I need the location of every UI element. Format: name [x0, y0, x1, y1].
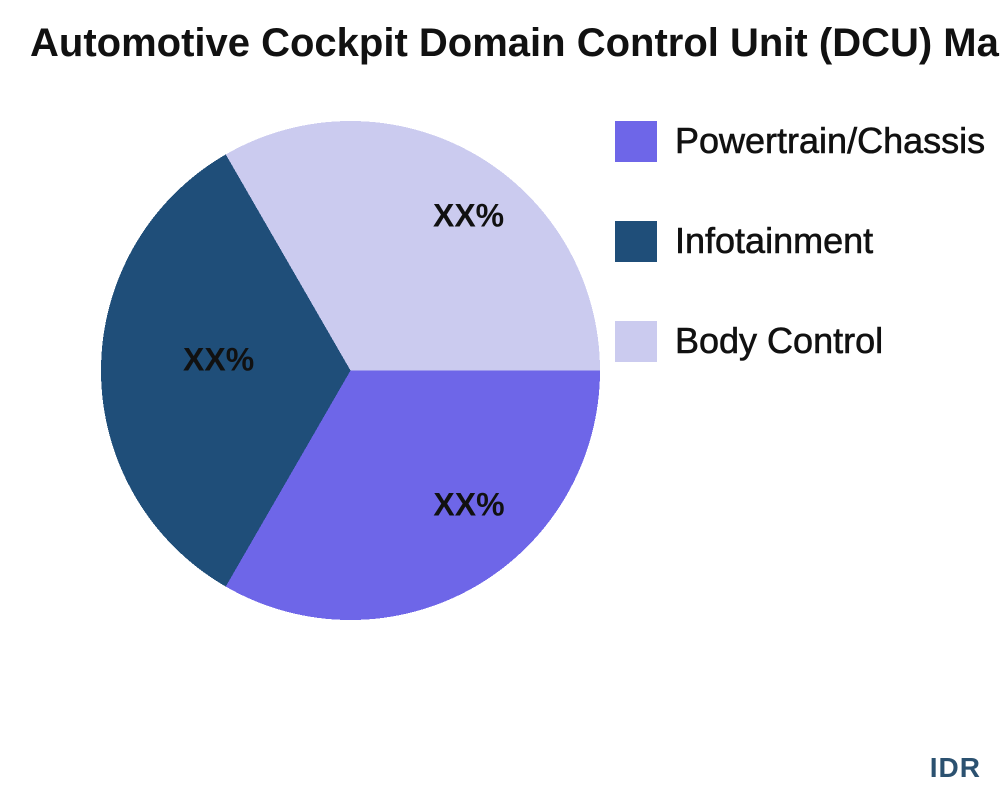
- svg-text:XX%: XX%: [433, 487, 504, 523]
- svg-text:XX%: XX%: [433, 198, 504, 234]
- svg-text:XX%: XX%: [183, 342, 254, 378]
